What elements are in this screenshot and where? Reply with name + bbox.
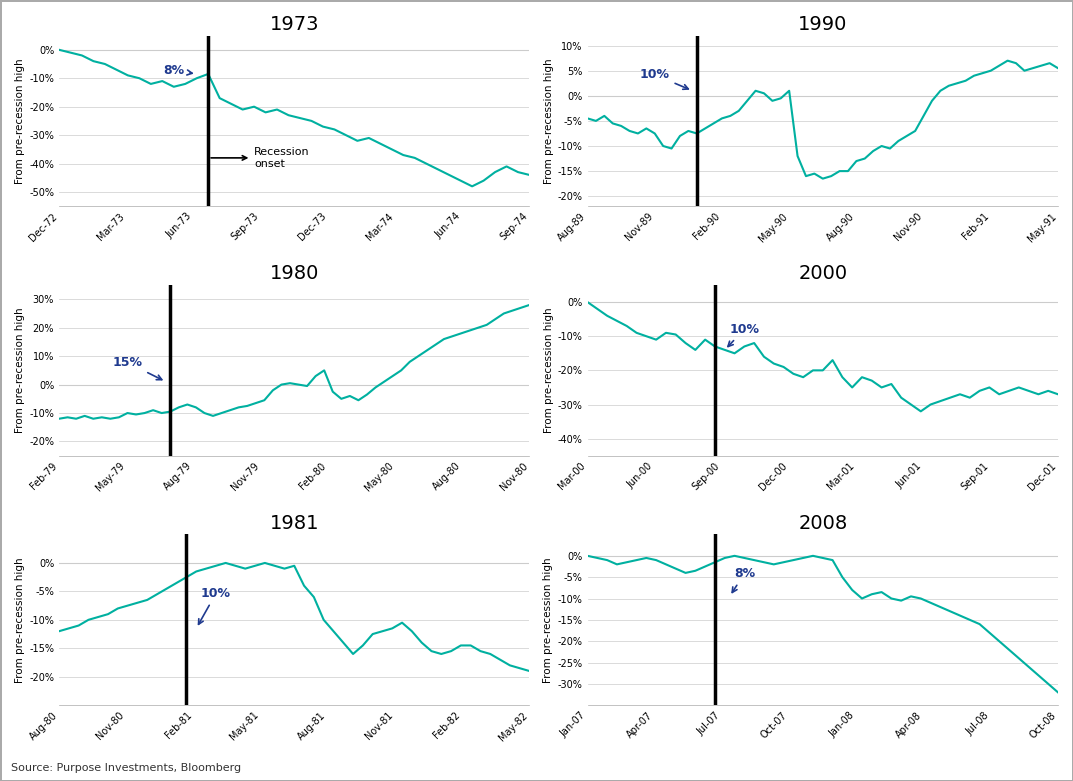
Text: 15%: 15% — [113, 356, 162, 380]
Y-axis label: From pre-recession high: From pre-recession high — [543, 557, 554, 683]
Y-axis label: From pre-recession high: From pre-recession high — [15, 308, 25, 433]
Text: 10%: 10% — [199, 587, 231, 624]
Text: 8%: 8% — [163, 64, 192, 77]
Text: 10%: 10% — [640, 68, 688, 89]
Title: 1973: 1973 — [269, 15, 319, 34]
Title: 1990: 1990 — [798, 15, 848, 34]
Y-axis label: From pre-recession high: From pre-recession high — [544, 58, 554, 184]
Title: 1980: 1980 — [269, 265, 319, 284]
Y-axis label: From pre-recession high: From pre-recession high — [15, 557, 25, 683]
Text: 10%: 10% — [727, 323, 760, 347]
Title: 1981: 1981 — [269, 514, 319, 533]
Title: 2000: 2000 — [798, 265, 848, 284]
Title: 2008: 2008 — [798, 514, 848, 533]
Y-axis label: From pre-recession high: From pre-recession high — [544, 308, 554, 433]
Text: Source: Purpose Investments, Bloomberg: Source: Purpose Investments, Bloomberg — [11, 763, 240, 773]
Text: 8%: 8% — [732, 567, 755, 593]
Y-axis label: From pre-recession high: From pre-recession high — [15, 58, 25, 184]
Text: Recession
onset: Recession onset — [211, 147, 310, 169]
